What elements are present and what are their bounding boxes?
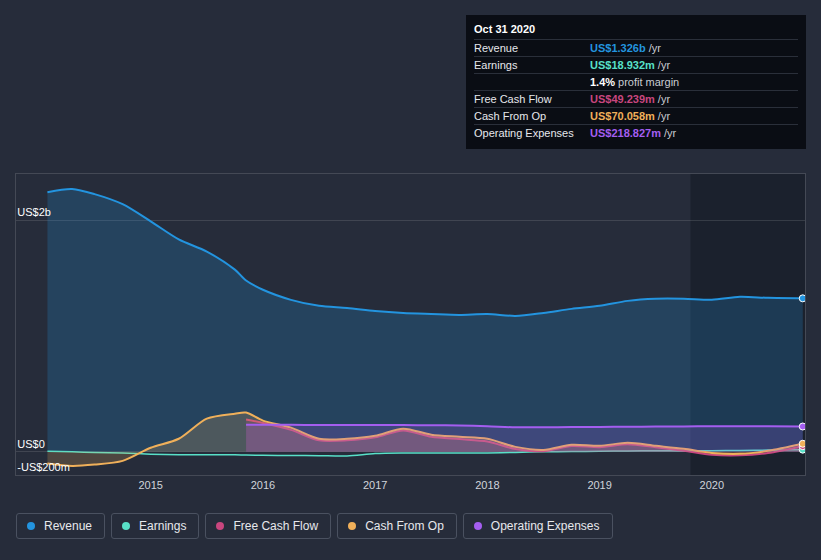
- html-text:Revenue: Revenue: [44, 519, 92, 533]
- html-text:Earnings: Earnings: [474, 59, 518, 71]
- svg-text:2019: 2019: [587, 479, 611, 491]
- html-text:Cash From Op: Cash From Op: [365, 519, 444, 533]
- svg-text:2017: 2017: [363, 479, 387, 491]
- html-text:Revenue: Revenue: [474, 42, 518, 54]
- svg-text:-US$200m: -US$200m: [17, 461, 70, 473]
- html-text:Operating Expenses: Operating Expenses: [490, 519, 600, 533]
- html-text:US$18.932m /yr: US$18.932m /yr: [590, 59, 671, 71]
- svg-text:2015: 2015: [138, 479, 162, 491]
- svg-text:US$0: US$0: [17, 438, 45, 450]
- html-text:US$70.058m /yr: US$70.058m /yr: [590, 110, 671, 122]
- svg-text:2020: 2020: [700, 479, 724, 491]
- html-text:Free Cash Flow: Free Cash Flow: [233, 519, 319, 533]
- html-text:Cash From Op: Cash From Op: [474, 110, 547, 122]
- html-text:Oct 31 2020: Oct 31 2020: [474, 23, 536, 35]
- svg-text:2016: 2016: [251, 479, 275, 491]
- html-text:US$218.827m /yr: US$218.827m /yr: [590, 127, 677, 139]
- html-text:Operating Expenses: Operating Expenses: [474, 127, 574, 139]
- svg-text:US$2b: US$2b: [17, 206, 51, 218]
- html-text:US$49.239m /yr: US$49.239m /yr: [590, 93, 671, 105]
- html-text:US$1.326b /yr: US$1.326b /yr: [590, 42, 661, 54]
- html-text:1.4% profit margin: 1.4% profit margin: [590, 76, 680, 88]
- html-text:Free Cash Flow: Free Cash Flow: [474, 93, 552, 105]
- svg-text:2018: 2018: [475, 479, 499, 491]
- html-text:Earnings: Earnings: [139, 519, 187, 533]
